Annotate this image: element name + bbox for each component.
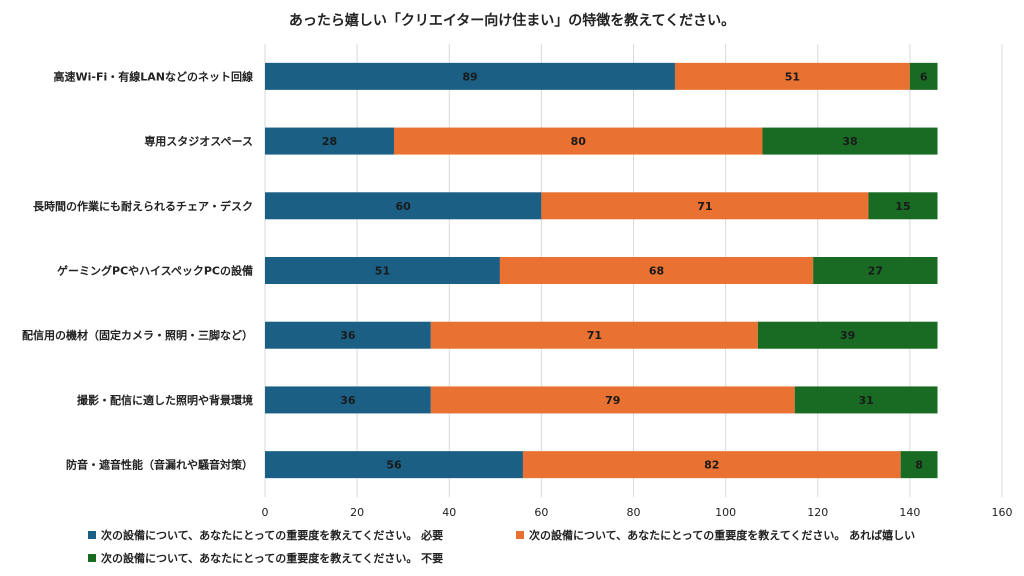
bar-segment xyxy=(265,451,523,479)
bar-segment xyxy=(813,257,938,284)
bar-segment xyxy=(430,386,795,414)
bar-segment xyxy=(265,386,431,414)
data-label: 71 xyxy=(587,329,602,342)
bar-segment xyxy=(265,257,500,284)
legend-label: 次の設備について、あなたにとっての重要度を教えてください。 不要 xyxy=(101,552,444,565)
data-label: 80 xyxy=(571,135,587,148)
bars: 89 51 6 28 80 38 60 71 15 51 68 27 36 71 39 36 79 31 56 82 8 xyxy=(265,62,938,479)
data-label: 51 xyxy=(375,265,390,278)
data-label: 38 xyxy=(842,135,857,148)
data-label: 31 xyxy=(858,394,873,407)
legend-label: 次の設備について、あなたにとっての重要度を教えてください。 あれば嬉しい xyxy=(529,529,916,542)
data-label: 82 xyxy=(704,459,719,472)
category-label: ゲーミングPCやハイスペックPCの設備 xyxy=(57,264,253,278)
data-label: 27 xyxy=(868,265,883,278)
bar-segment xyxy=(900,451,938,479)
legend-item: 次の設備について、あなたにとっての重要度を教えてください。 必要 xyxy=(88,527,443,543)
chart-title: あったら嬉しい「クリエイター向け住まい」の特徴を教えてください。 xyxy=(288,13,736,29)
category-label: 撮影・配信に適した照明や背景環境 xyxy=(77,393,253,407)
category-labels: 高速Wi-Fi・有線LANなどのネット回線専用スタジオスペース長時間の作業にも耐… xyxy=(22,69,253,471)
data-label: 71 xyxy=(697,200,712,213)
bar-segment xyxy=(393,127,763,155)
legend-swatch xyxy=(88,554,96,562)
data-label: 51 xyxy=(785,70,800,83)
legend-swatch xyxy=(516,531,524,539)
bar-segment xyxy=(909,62,938,90)
data-label: 6 xyxy=(920,70,928,83)
x-tick-label: 40 xyxy=(442,506,456,519)
x-tick-label: 140 xyxy=(899,506,920,519)
category-label: 専用スタジオスペース xyxy=(144,134,253,148)
x-tick-label: 0 xyxy=(262,506,269,519)
data-label: 36 xyxy=(340,329,356,342)
x-tick-label: 100 xyxy=(715,506,736,519)
legend-item: 次の設備について、あなたにとっての重要度を教えてください。 あれば嬉しい xyxy=(516,527,915,543)
x-tick-label: 20 xyxy=(350,506,364,519)
bar-segment xyxy=(265,62,675,90)
legend-label: 次の設備について、あなたにとっての重要度を教えてください。 必要 xyxy=(101,529,444,542)
data-label: 68 xyxy=(649,265,664,278)
data-label: 8 xyxy=(915,459,923,472)
data-label: 39 xyxy=(840,329,855,342)
x-tick-label: 160 xyxy=(992,506,1013,519)
bar-segment xyxy=(541,192,869,220)
bar-segment xyxy=(265,127,394,155)
bar-segment xyxy=(522,451,901,479)
bar-segment xyxy=(762,127,938,155)
category-label: 配信用の機材（固定カメラ・照明・三脚など） xyxy=(22,328,253,342)
data-label: 15 xyxy=(895,200,910,213)
x-axis-ticks: 0 20 40 60 80 100 120 140 160 xyxy=(262,506,1013,519)
bar-segment xyxy=(499,257,814,284)
data-label: 89 xyxy=(462,70,477,83)
bar-segment xyxy=(794,386,938,414)
data-label: 79 xyxy=(605,394,620,407)
bar-segment xyxy=(430,321,758,349)
bar-segment xyxy=(868,192,938,220)
x-tick-label: 120 xyxy=(807,506,828,519)
data-label: 36 xyxy=(340,394,356,407)
x-tick-label: 60 xyxy=(534,506,548,519)
category-label: 長時間の作業にも耐えられるチェア・デスク xyxy=(33,199,253,213)
legend-swatch xyxy=(88,531,96,539)
category-label: 高速Wi-Fi・有線LANなどのネット回線 xyxy=(54,69,253,83)
legend-item: 次の設備について、あなたにとっての重要度を教えてください。 不要 xyxy=(88,550,443,566)
category-label: 防音・遮音性能（音漏れや騒音対策） xyxy=(66,458,253,472)
bar-segment xyxy=(674,62,910,90)
bar-segment xyxy=(265,192,542,220)
data-label: 56 xyxy=(386,459,402,472)
bar-segment xyxy=(265,321,431,349)
data-label: 28 xyxy=(322,135,337,148)
x-tick-label: 80 xyxy=(627,506,641,519)
data-label: 60 xyxy=(396,200,412,213)
bar-segment xyxy=(757,321,938,349)
